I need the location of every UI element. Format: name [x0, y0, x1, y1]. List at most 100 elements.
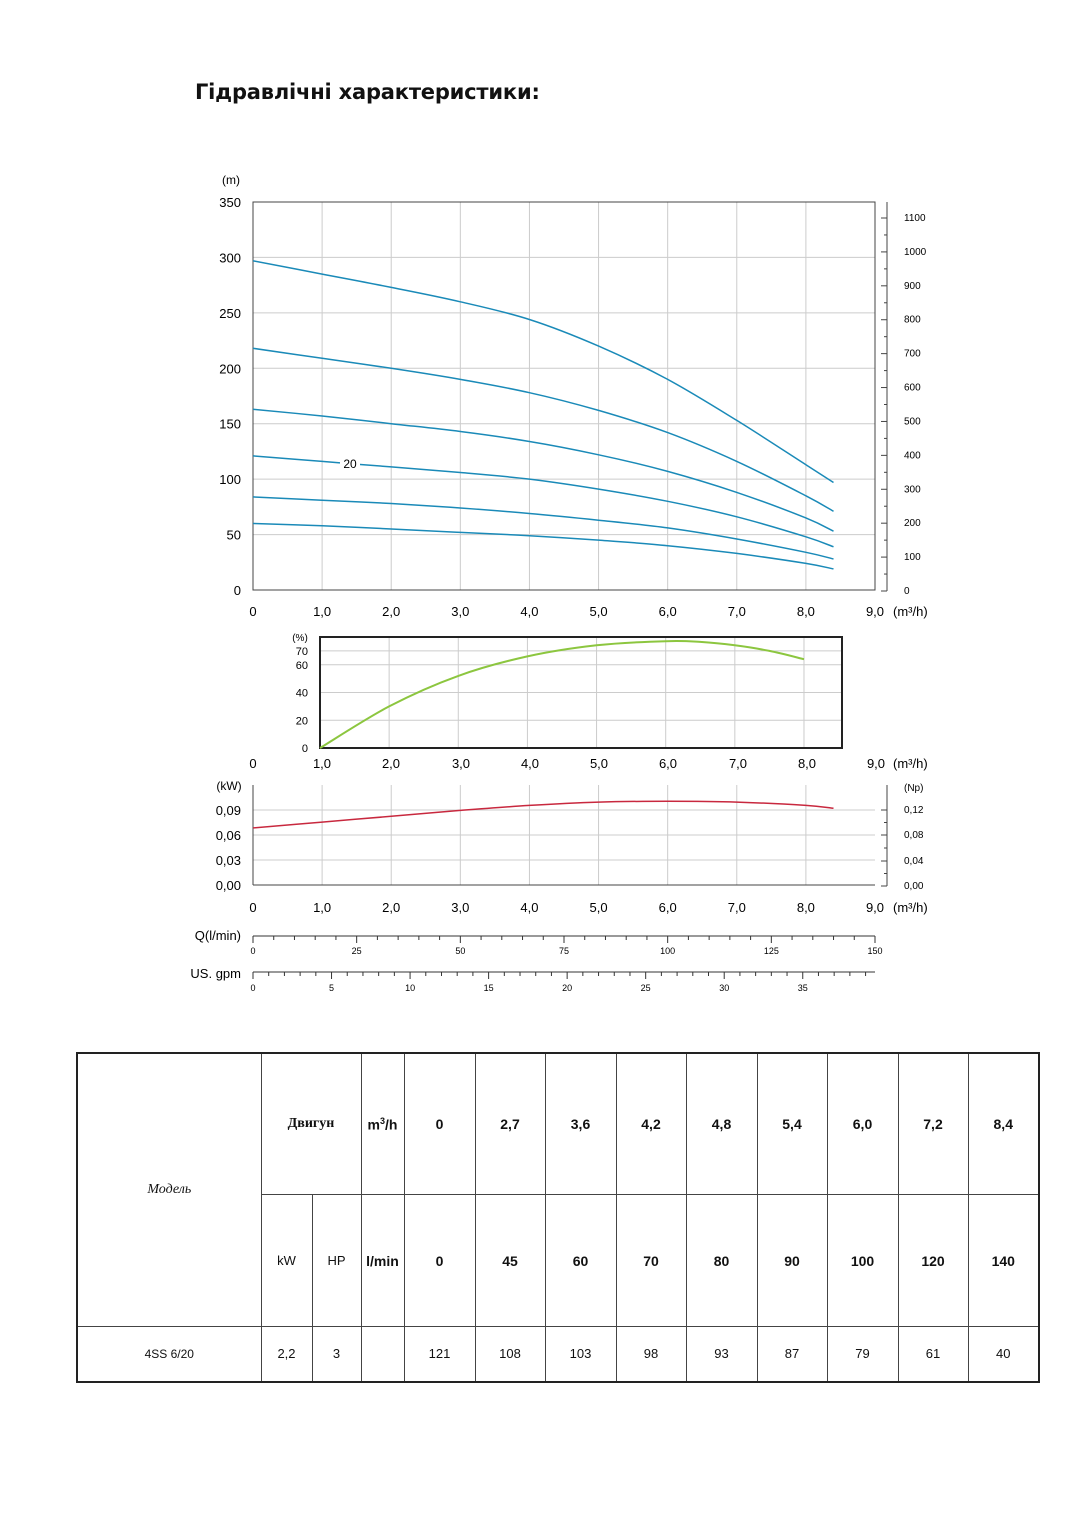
model-cell: 4SS 6/20 [76, 1325, 262, 1383]
y-tick-label: 50 [227, 528, 241, 543]
power-chart: 0,00 0,03 0,06 0,09 (kW) 0 1,0 2,0 3,0 4,0 5,0 6,0 7… [216, 779, 928, 915]
q-tick-label: 150 [867, 946, 882, 956]
model-header: Модель [76, 1052, 262, 1327]
head-curve [252, 347, 834, 512]
y-tick-label: 0,09 [216, 803, 241, 818]
efficiency-curve [319, 639, 805, 749]
y-tick-label: 250 [219, 306, 241, 321]
secondary-tick-label: 700 [904, 349, 921, 360]
x-tick-label: 1,0 [313, 604, 331, 619]
flow-lmin-header: 45 [474, 1194, 546, 1327]
y-tick-label: 0,03 [216, 853, 241, 868]
flow-unit-m3h: m3/h [360, 1052, 405, 1196]
secondary-tick-label: 100 [904, 552, 921, 563]
head-curve [252, 260, 834, 484]
hp-header: HP [311, 1194, 362, 1327]
flow-unit-lmin: l/min [360, 1194, 405, 1327]
secondary-tick-label: 400 [904, 450, 921, 461]
page-title: Гідравлічні характеристики: [195, 80, 540, 104]
gpm-scale-label: US. gpm [190, 966, 241, 981]
y-tick-label: 0 [234, 583, 241, 598]
q-tick-label: 100 [660, 946, 675, 956]
x-tick-label: 6,0 [659, 604, 677, 619]
y-tick-label: 200 [219, 361, 241, 376]
plot-frame [252, 201, 876, 591]
table-row: 4SS 6/20 2,2 3 121 108 103 98 93 87 79 61 40 [76, 1325, 1040, 1383]
secondary-tick-label: 0 [904, 586, 910, 597]
secondary-tick-label: 0,00 [904, 881, 924, 892]
x-tick-label: 7,0 [729, 756, 747, 771]
x-tick-label: 8,0 [797, 900, 815, 915]
hp-cell: 3 [311, 1325, 362, 1383]
x-tick-label: 5,0 [590, 604, 608, 619]
x-tick-label: 7,0 [728, 900, 746, 915]
flow-lmin-scale: Q(l/min) 0 25 50 75 100 125 150 [195, 928, 883, 956]
flow-gpm-scale: US. gpm 0 5 10 15 20 25 30 35 [190, 966, 875, 993]
head-value-cell: 121 [403, 1325, 476, 1383]
gpm-tick-label: 10 [405, 983, 415, 993]
unit-cell [360, 1325, 405, 1383]
y-tick-label: 70 [296, 646, 308, 658]
flow-m3h-header: 8,4 [967, 1052, 1040, 1196]
motor-header: Двигун [260, 1052, 362, 1196]
secondary-tick-label: 0,04 [904, 856, 924, 867]
head-curve [252, 496, 834, 560]
gpm-tick-label: 0 [250, 983, 255, 993]
flow-lmin-header: 0 [403, 1194, 476, 1327]
secondary-tick-label: 900 [904, 281, 921, 292]
q-tick-label: 25 [352, 946, 362, 956]
secondary-tick-label: 1000 [904, 247, 927, 258]
y-tick-label: 40 [296, 688, 308, 700]
flow-m3h-header: 4,8 [685, 1052, 758, 1196]
y-axis-label: (kW) [216, 779, 241, 793]
x-axis-unit: (m³/h) [893, 756, 928, 771]
x-tick-label: 0 [249, 900, 256, 915]
head-curve [252, 408, 834, 532]
x-tick-label: 2,0 [382, 900, 400, 915]
x-tick-label: 8,0 [798, 756, 816, 771]
x-tick-label: 6,0 [659, 756, 677, 771]
head-value-cell: 108 [474, 1325, 546, 1383]
flow-m3h-header: 2,7 [474, 1052, 546, 1196]
x-tick-label: 9,0 [866, 900, 884, 915]
efficiency-chart: 0 20 40 60 70 (%) 0 1,0 2,0 3,0 4,0 5,0 6,0 7,0 8,0 9,0… [249, 633, 927, 771]
flow-lmin-header: 100 [826, 1194, 899, 1327]
flow-m3h-header: 5,4 [756, 1052, 828, 1196]
head-value-cell: 40 [967, 1325, 1040, 1383]
annotation-bg [340, 456, 360, 470]
gpm-tick-label: 15 [484, 983, 494, 993]
y-tick-label: 100 [219, 472, 241, 487]
y-tick-label: 60 [296, 660, 308, 672]
kw-cell: 2,2 [260, 1325, 313, 1383]
x-tick-label: 6,0 [659, 900, 677, 915]
plot-frame [319, 636, 843, 749]
flow-lmin-header: 140 [967, 1194, 1040, 1327]
secondary-tick-label: 800 [904, 315, 921, 326]
head-value-cell: 98 [615, 1325, 687, 1383]
y-axis-label: (%) [292, 633, 308, 644]
flow-m3h-header: 4,2 [615, 1052, 687, 1196]
head-value-cell: 93 [685, 1325, 758, 1383]
curve-annotation: 20 [343, 457, 357, 471]
gpm-tick-label: 25 [641, 983, 651, 993]
y-tick-label: 300 [219, 250, 241, 265]
y-tick-label: 0,00 [216, 878, 241, 893]
x-tick-label: 0 [249, 604, 256, 619]
secondary-tick-label: 500 [904, 416, 921, 427]
gpm-tick-label: 5 [329, 983, 334, 993]
y-tick-label: 0 [302, 743, 308, 755]
secondary-tick-label: 0,12 [904, 805, 924, 816]
secondary-tick-label: 0,08 [904, 830, 924, 841]
secondary-tick-label: 300 [904, 484, 921, 495]
flow-m3h-header: 7,2 [897, 1052, 969, 1196]
y-tick-label: 150 [219, 417, 241, 432]
x-tick-label: 3,0 [452, 756, 470, 771]
head-value-cell: 103 [544, 1325, 617, 1383]
flow-lmin-header: 120 [897, 1194, 969, 1327]
flow-m3h-header: 0 [403, 1052, 476, 1196]
x-tick-label: 0 [249, 756, 256, 771]
flow-lmin-header: 60 [544, 1194, 617, 1327]
x-tick-label: 5,0 [590, 756, 608, 771]
x-axis-unit: (m³/h) [893, 604, 928, 619]
